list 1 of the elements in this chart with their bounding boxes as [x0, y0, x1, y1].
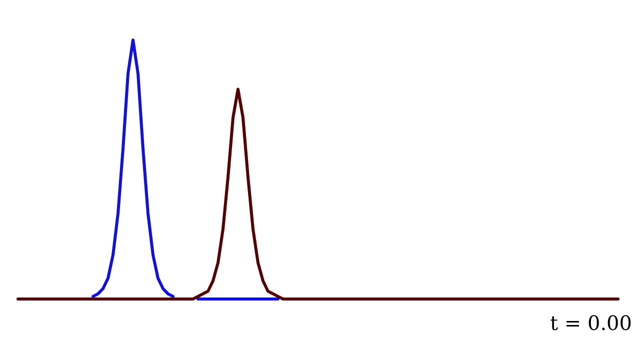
text: t = 0.00	[550, 311, 632, 335]
